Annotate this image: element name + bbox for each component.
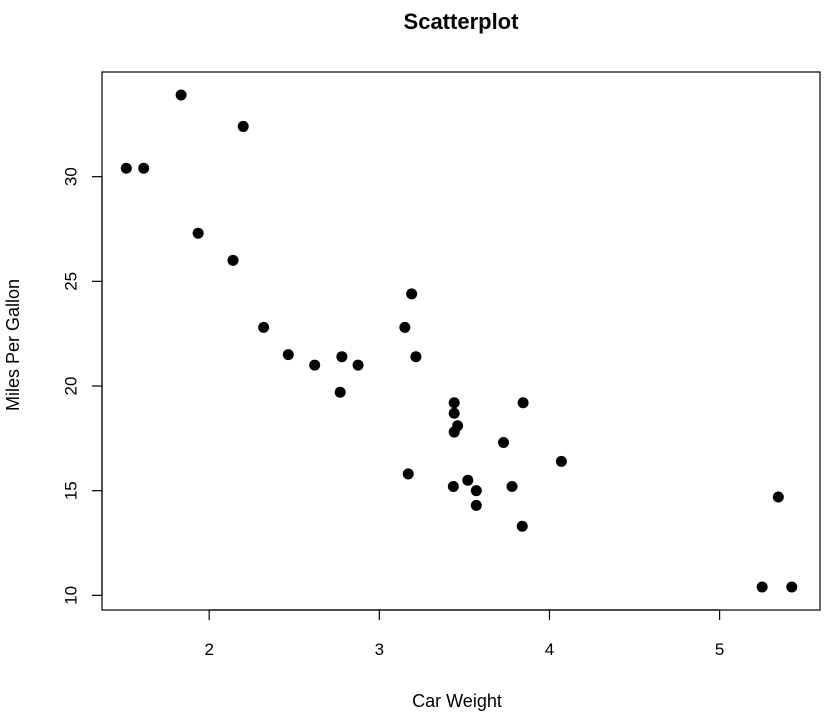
x-axis: 2 3 4 5 bbox=[204, 609, 724, 659]
data-point bbox=[336, 351, 348, 363]
data-point bbox=[334, 386, 346, 398]
data-point bbox=[237, 120, 249, 132]
chart-title: Scatterplot bbox=[404, 9, 520, 34]
x-tick-label: 2 bbox=[204, 640, 213, 659]
data-point bbox=[786, 581, 798, 593]
data-point bbox=[227, 254, 239, 266]
data-point bbox=[462, 474, 474, 486]
y-ticks: 10 15 20 25 30 bbox=[61, 167, 102, 605]
x-axis-label: Car Weight bbox=[412, 691, 502, 711]
data-point bbox=[448, 397, 460, 409]
y-tick-label: 20 bbox=[61, 377, 80, 396]
data-point bbox=[192, 227, 204, 239]
x-ticks: 2 3 4 5 bbox=[204, 610, 724, 659]
data-point bbox=[175, 89, 187, 101]
data-point bbox=[506, 480, 518, 492]
y-axis: 10 15 20 25 30 bbox=[61, 167, 103, 605]
data-point bbox=[399, 321, 411, 333]
data-point bbox=[498, 437, 510, 449]
data-point bbox=[447, 480, 459, 492]
data-point bbox=[402, 468, 414, 480]
data-point bbox=[352, 359, 364, 371]
data-point bbox=[555, 455, 567, 467]
data-point bbox=[452, 420, 464, 432]
y-tick-label: 25 bbox=[61, 272, 80, 291]
y-tick-label: 30 bbox=[61, 167, 80, 186]
data-point bbox=[470, 485, 482, 497]
y-axis-label: Miles Per Gallon bbox=[3, 279, 23, 411]
data-point bbox=[756, 581, 768, 593]
data-point bbox=[120, 162, 132, 174]
plot-frame bbox=[101, 71, 821, 611]
x-tick-label: 3 bbox=[375, 640, 384, 659]
data-point bbox=[516, 520, 528, 532]
data-point bbox=[309, 359, 321, 371]
data-point bbox=[410, 351, 422, 363]
x-tick-label: 4 bbox=[545, 640, 554, 659]
data-point bbox=[772, 491, 784, 503]
data-point bbox=[282, 349, 294, 361]
data-point bbox=[517, 397, 529, 409]
y-tick-label: 15 bbox=[61, 481, 80, 500]
data-point bbox=[470, 499, 482, 511]
data-point bbox=[258, 321, 270, 333]
x-tick-label: 5 bbox=[715, 640, 724, 659]
data-point bbox=[138, 162, 150, 174]
data-point bbox=[448, 407, 460, 419]
data-points bbox=[120, 89, 798, 593]
y-tick-label: 10 bbox=[61, 586, 80, 605]
data-point bbox=[406, 288, 418, 300]
